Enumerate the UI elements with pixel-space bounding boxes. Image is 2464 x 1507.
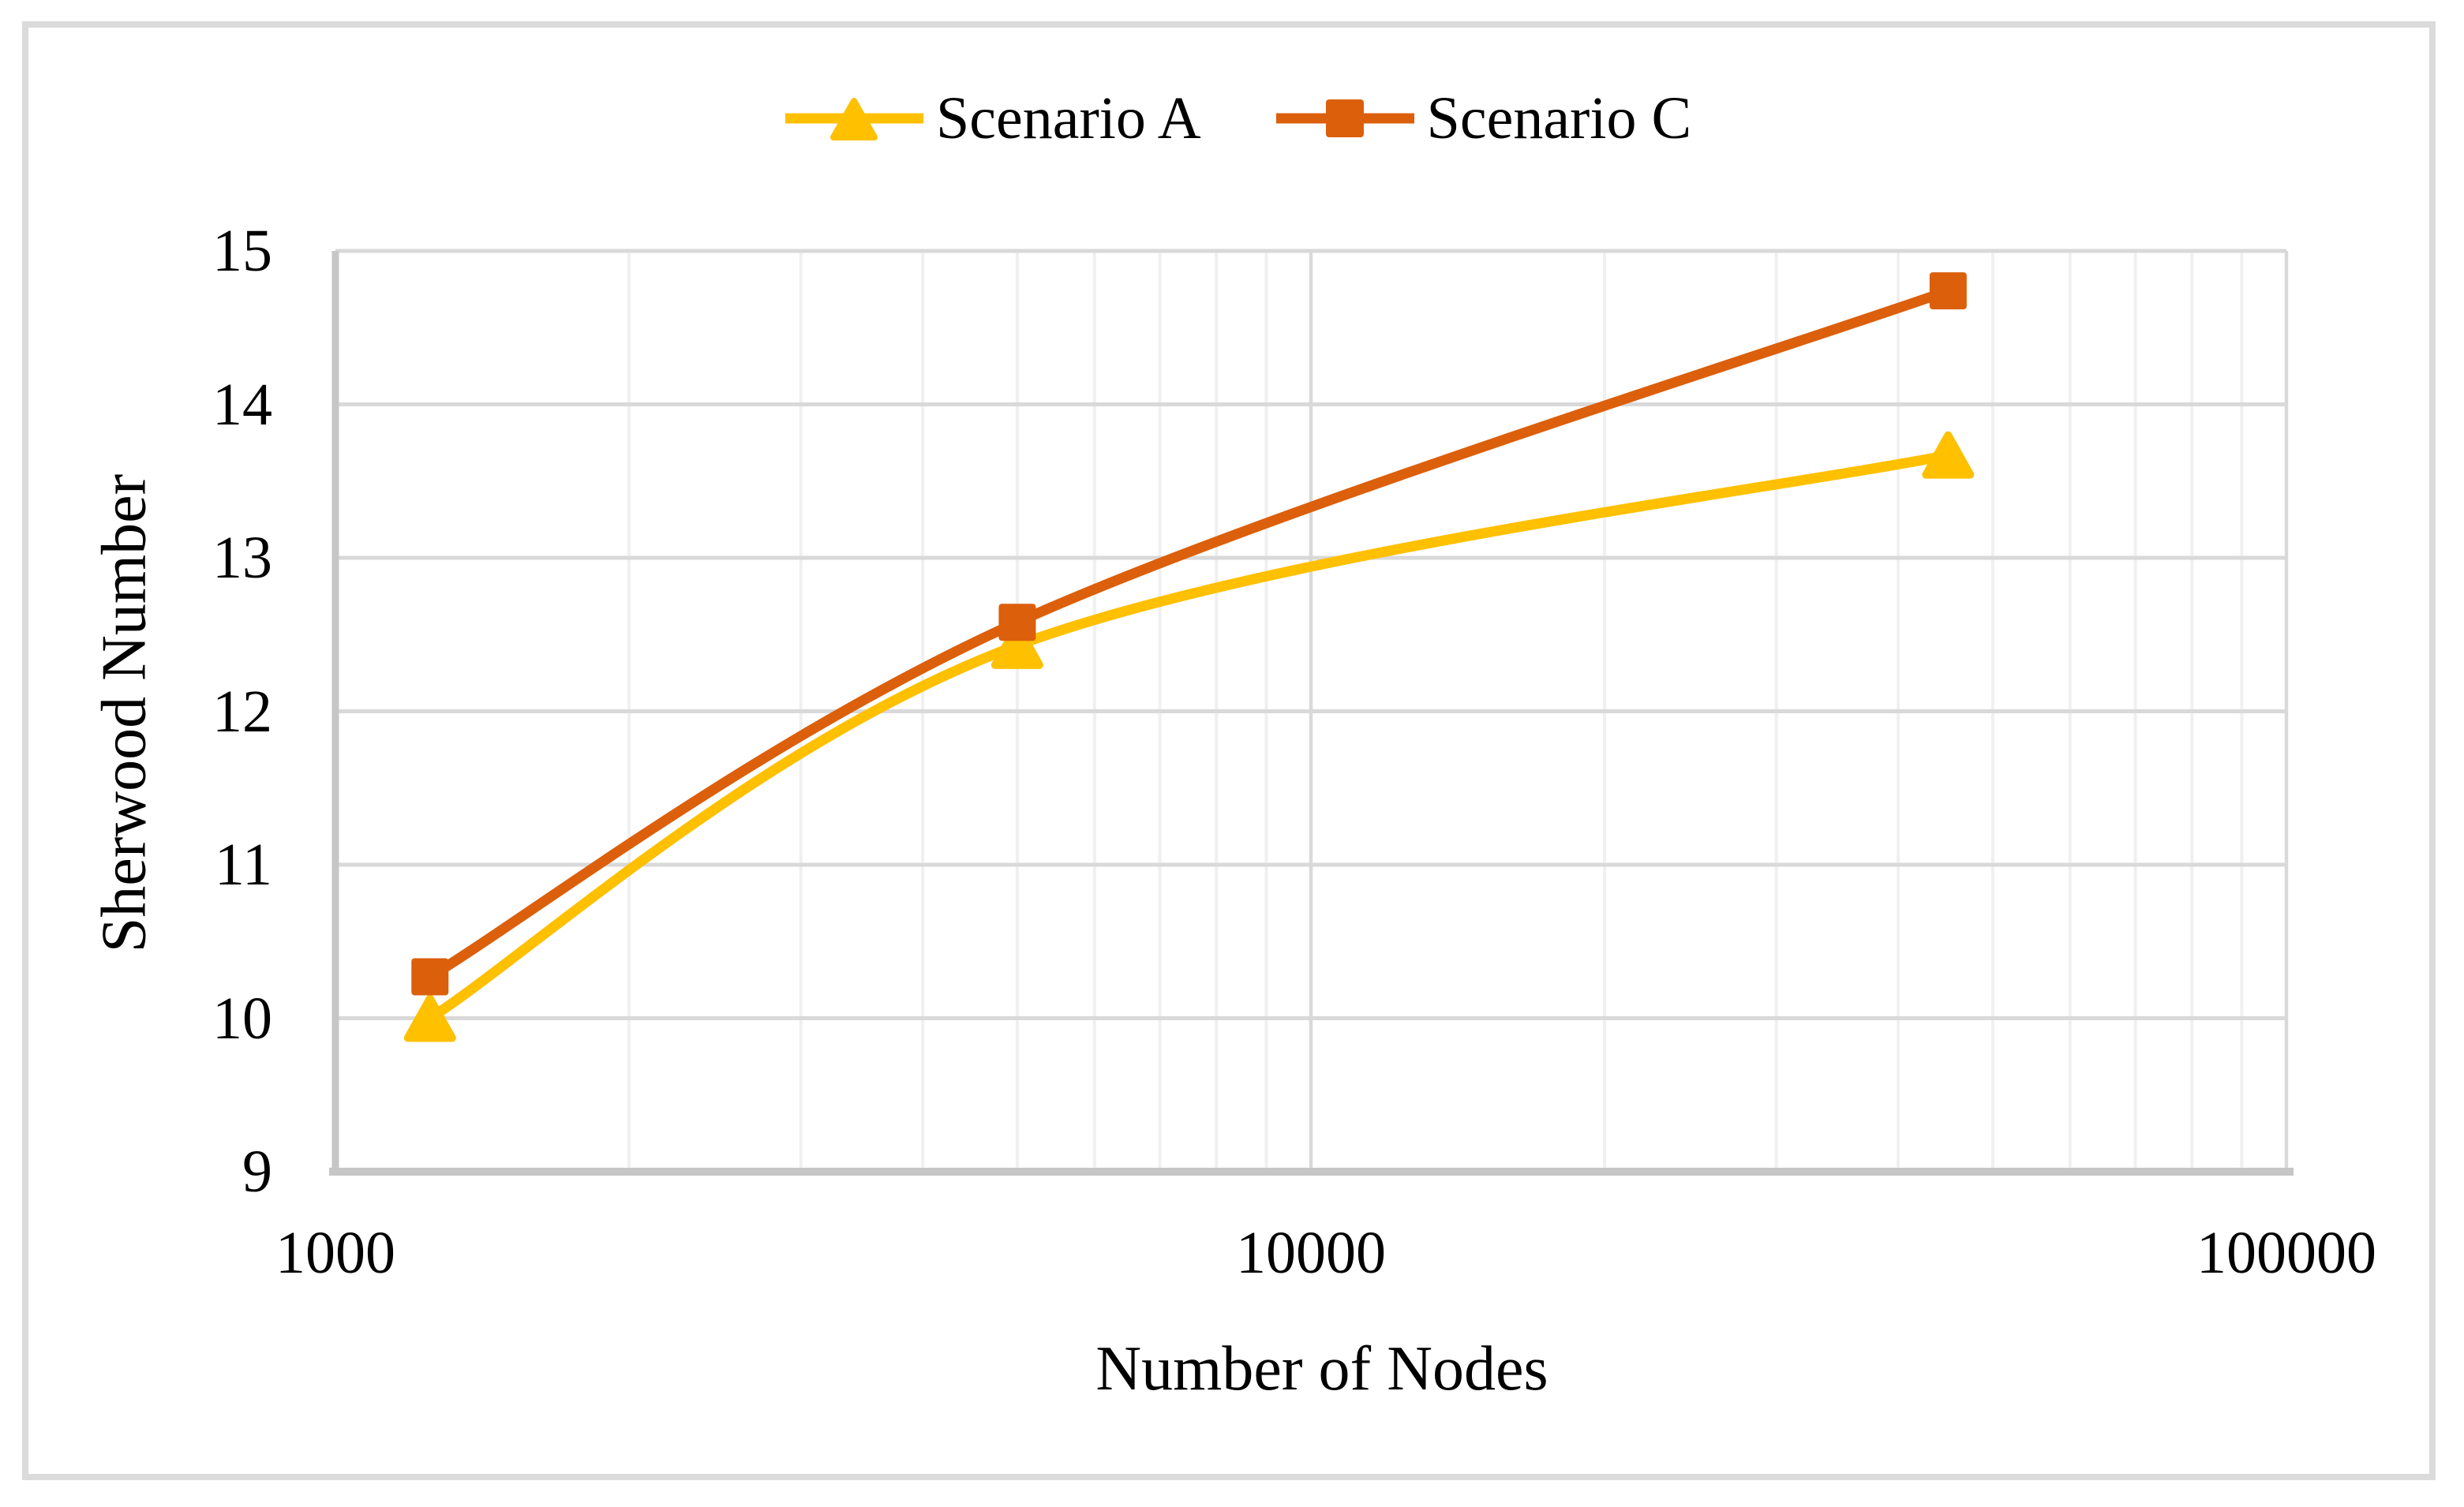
legend-marker-square-icon	[1275, 99, 1414, 137]
y-tick-label-10: 10	[212, 985, 272, 1052]
y-tick-label-13: 13	[212, 525, 272, 591]
y-tick-label-15: 15	[212, 218, 272, 284]
y-tick-label-9: 9	[242, 1139, 272, 1205]
x-axis-title: Number of Nodes	[1095, 1334, 1548, 1404]
series-line-scenario-c	[425, 286, 1953, 982]
data-point-triangle	[403, 994, 456, 1042]
x-tick-label-10000: 10000	[1236, 1220, 1386, 1286]
legend-marker-triangle-icon	[785, 98, 923, 140]
legend-label-scenario-a: Scenario A	[936, 85, 1201, 151]
data-point-triangle	[1922, 431, 1975, 479]
y-tick-label-12: 12	[212, 678, 272, 745]
legend-item-scenario-a: Scenario A	[785, 88, 1201, 148]
legend-label-scenario-c: Scenario C	[1426, 85, 1692, 151]
plot-area	[329, 249, 2294, 1176]
legend-item-scenario-c: Scenario C	[1275, 85, 1692, 151]
legend-square-glyph	[1325, 99, 1364, 137]
figure-border	[22, 21, 2436, 1480]
data-point-square	[1929, 272, 1967, 310]
x-tick-label-100000: 100000	[2196, 1220, 2376, 1286]
series-line-scenario-a	[425, 450, 1953, 1023]
data-point-triangle	[990, 621, 1043, 669]
data-point-square	[411, 958, 449, 996]
legend: Scenario A Scenario C	[785, 88, 1691, 148]
y-tick-label-11: 11	[214, 832, 272, 898]
data-point-square	[998, 604, 1036, 641]
legend-triangle-glyph	[830, 98, 878, 140]
x-tick-label-1000: 1000	[275, 1220, 395, 1286]
y-tick-label-14: 14	[212, 371, 272, 438]
